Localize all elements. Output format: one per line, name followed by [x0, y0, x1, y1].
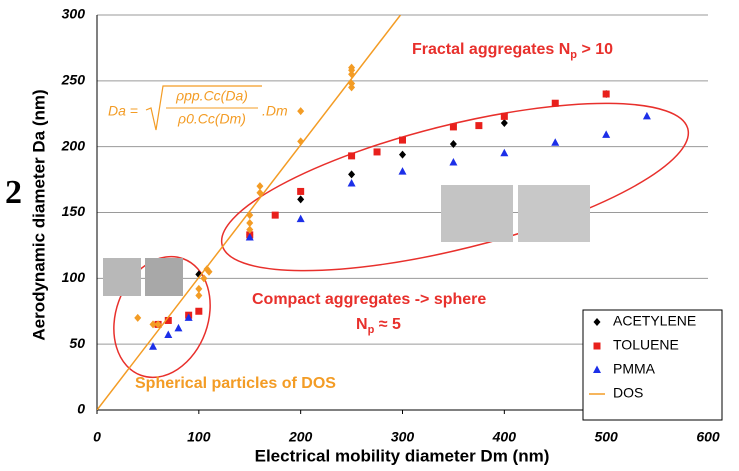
x-tick-label: 600	[696, 429, 720, 445]
formula: ρ0.Cc(Dm)	[177, 111, 246, 127]
sqrt-sign	[145, 85, 262, 131]
point	[373, 148, 381, 156]
point	[593, 365, 601, 373]
point	[449, 123, 457, 131]
x-tick-label: 0	[93, 429, 101, 445]
legend-label: DOS	[613, 385, 643, 401]
point	[551, 99, 559, 107]
point	[602, 90, 610, 98]
point	[602, 130, 611, 138]
point	[399, 136, 406, 144]
point	[297, 187, 305, 195]
point	[164, 330, 173, 338]
annotation: Compact aggregates -> sphere	[252, 291, 486, 308]
y-tick-label: 100	[62, 269, 86, 285]
annotation: Fractal aggregates Np > 10	[412, 41, 613, 61]
y-tick-label: 250	[61, 72, 86, 88]
legend-label: ACETYLENE	[613, 313, 696, 329]
point	[500, 112, 508, 120]
tem-image	[103, 258, 141, 296]
point	[271, 211, 279, 219]
x-tick-label: 500	[594, 429, 618, 445]
y-tick-label: 0	[77, 401, 85, 417]
x-tick-label: 100	[187, 429, 211, 445]
x-tick-label: 300	[391, 429, 415, 445]
x-tick-label: 200	[288, 429, 313, 445]
formula: ρpp.Cc(Da)	[175, 88, 248, 104]
point	[347, 179, 356, 187]
formula: .Dm	[262, 103, 288, 119]
legend-label: TOLUENE	[613, 337, 679, 353]
point	[195, 307, 203, 315]
point	[174, 323, 183, 332]
legend-box	[582, 309, 723, 421]
point	[593, 342, 601, 350]
point	[149, 320, 157, 329]
point	[297, 195, 305, 204]
point	[348, 79, 356, 88]
annotation: Spherical particles of DOS	[135, 375, 336, 392]
point	[134, 313, 142, 322]
point	[475, 122, 483, 130]
point	[398, 167, 407, 175]
point	[205, 267, 213, 276]
point	[500, 148, 509, 157]
x-axis-title: Electrical mobility diameter Dm (nm)	[255, 446, 550, 465]
formula: Da =	[108, 103, 138, 119]
point	[246, 211, 254, 220]
legend-label: PMMA	[613, 361, 656, 377]
annotation: Np ≈ 5	[356, 316, 401, 336]
point	[195, 284, 203, 293]
point	[593, 318, 601, 326]
point	[500, 118, 508, 127]
side-label: 2	[5, 174, 22, 211]
y-tick-label: 300	[62, 6, 86, 22]
point	[642, 111, 651, 120]
point	[297, 137, 305, 146]
point	[149, 342, 158, 350]
tem-image	[518, 185, 590, 242]
point	[164, 316, 172, 324]
y-tick-label: 150	[62, 203, 86, 219]
point	[348, 170, 356, 179]
point	[297, 107, 305, 116]
y-axis-title: Aerodynamic diameter Da (nm)	[29, 89, 48, 340]
point	[246, 225, 254, 234]
point	[449, 157, 458, 166]
y-tick-label: 50	[69, 335, 85, 351]
point	[348, 63, 356, 72]
point	[154, 320, 162, 329]
point	[195, 291, 203, 300]
x-tick-label: 400	[492, 429, 517, 445]
point	[200, 274, 208, 283]
point	[551, 138, 560, 146]
point	[184, 313, 193, 321]
tem-image	[441, 185, 513, 242]
point	[245, 233, 254, 241]
point	[256, 182, 264, 191]
point	[246, 219, 254, 228]
point	[296, 214, 305, 223]
y-tick-label: 200	[61, 137, 86, 153]
point	[256, 188, 264, 197]
tem-image	[145, 258, 183, 296]
point	[399, 150, 406, 159]
point	[348, 152, 356, 160]
ellipse	[113, 255, 211, 379]
point	[449, 140, 457, 149]
ellipse	[220, 102, 690, 272]
